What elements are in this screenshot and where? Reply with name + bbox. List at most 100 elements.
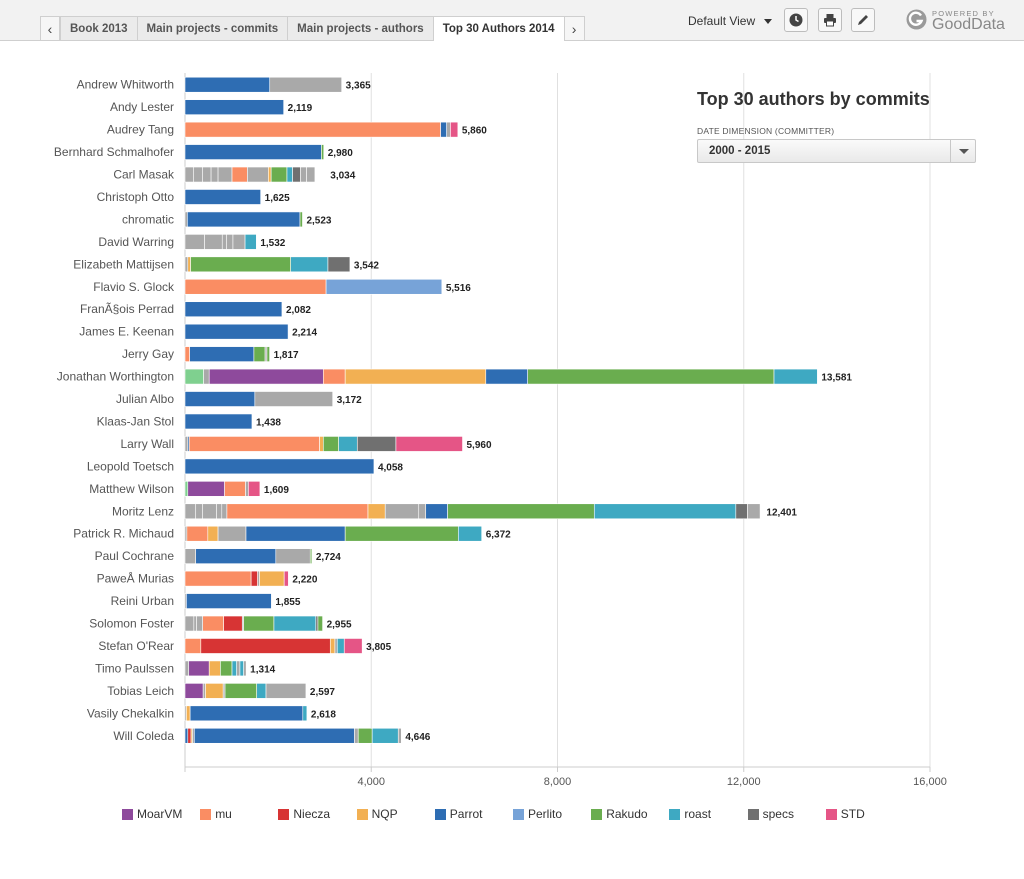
category-label: PaweÅ Murias [97,571,174,586]
bar-segment [273,615,317,632]
print-button[interactable] [818,8,842,32]
bar-segment [440,121,447,138]
bar-segment [231,166,248,183]
bar-segment [184,481,189,497]
bar-segment [220,660,233,677]
bar-segment [203,368,210,385]
bar-segment [344,525,459,542]
bar-segment [186,525,209,542]
legend-label: STD [840,807,865,821]
category-label: Flavio S. Glock [93,280,175,294]
category-label: Solomon Foster [89,617,174,631]
bar-segment [245,525,346,542]
legend-swatch [278,808,290,820]
legend-item[interactable]: Perlito [513,806,562,822]
tab-scroll-left-button[interactable]: ‹ [40,16,60,40]
legend-item[interactable]: Niecza [278,806,330,822]
category-label: Moritz Lenz [112,504,174,518]
legend-item[interactable]: Rakudo [591,806,648,822]
bar-segment [527,368,775,385]
tab-top-30-authors-2014[interactable]: Top 30 Authors 2014 [433,16,565,41]
bar-segment [207,525,219,542]
bar-total-label: 1,855 [275,597,300,608]
bar-segment [458,525,482,542]
bar-segment [187,481,225,497]
legend-item[interactable]: specs [747,806,794,822]
legend-item[interactable]: mu [200,806,232,822]
bar-segment [184,391,256,407]
category-label: Will Coleda [113,729,174,743]
category-label: Larry Wall [120,437,174,451]
legend-swatch [669,808,681,820]
bar-segment [184,166,194,183]
bar-segment [195,503,203,520]
bar-segment [184,144,322,160]
chevron-down-icon [763,19,772,25]
legend-item[interactable]: MoarVM [122,806,182,822]
bar-segment [184,660,190,677]
bar-segment [188,660,210,677]
bar-segment [485,368,529,385]
bar-segment [223,615,243,632]
view-selector[interactable]: Default View [688,14,772,28]
legend-swatch [200,808,212,820]
bar-segment [184,211,188,228]
category-label: Leopold Toetsch [87,459,174,473]
date-filter-dropdown[interactable]: 2000 - 2015 [697,139,976,163]
category-label: Jonathan Worthington [57,370,174,384]
bar-segment [338,436,358,452]
bar-segment [184,121,441,138]
bar-segment [184,458,375,475]
top-toolbar: ‹ Book 2013 Main projects - commits Main… [0,0,1024,41]
bar-segment [245,481,249,497]
bar-segment [188,436,320,452]
schedule-button[interactable] [784,8,808,32]
edit-button[interactable] [851,8,875,32]
bar-segment [371,727,399,744]
bar-segment [286,166,293,183]
date-filter-label: DATE DIMENSION (COMMITTER) [697,126,835,136]
tab-book-2013[interactable]: Book 2013 [60,16,138,40]
bar-segment [184,323,289,340]
bar-segment [193,615,197,632]
bar-segment [184,683,204,699]
bar-segment [248,481,261,497]
powered-by-text: POWERED BY [932,9,995,18]
bar-segment [190,256,291,273]
bar-total-label: 1,817 [274,350,299,361]
bar-total-label: 5,860 [462,126,487,137]
legend-item[interactable]: NQP [356,806,398,822]
bar-segment [309,548,313,564]
bar-segment [265,683,307,699]
bar-segment [189,705,304,722]
bar-total-label: 12,401 [766,507,797,518]
legend-label: roast [684,807,712,821]
legend-label: MoarVM [137,807,183,821]
bar-segment [189,346,255,362]
bar-segment [425,503,448,520]
bar-segment [334,638,338,654]
x-tick-label: 16,000 [913,776,947,788]
tab-main-projects-commits[interactable]: Main projects - commits [137,16,289,40]
bar-segment [395,436,463,452]
bar-segment [184,727,189,744]
legend-item[interactable]: roast [669,806,711,822]
bar-segment [226,234,234,250]
bar-total-label: 1,609 [264,485,289,496]
category-label: Patrick R. Michaud [73,527,174,541]
bar-segment [317,615,323,632]
bar-segment [336,638,345,654]
bar-segment [450,121,459,138]
legend-item[interactable]: STD [825,806,865,822]
tab-scroll-right-button[interactable]: › [564,16,585,40]
bar-segment [224,481,246,497]
bar-segment [266,346,270,362]
bar-total-label: 2,597 [310,687,335,698]
tab-main-projects-authors[interactable]: Main projects - authors [288,16,434,40]
bar-segment [357,727,373,744]
legend-swatch [356,808,368,820]
legend-item[interactable]: Parrot [434,806,482,822]
bar-total-label: 3,034 [330,171,355,182]
legend-label: NQP [371,807,398,821]
bar-segment [226,503,369,520]
